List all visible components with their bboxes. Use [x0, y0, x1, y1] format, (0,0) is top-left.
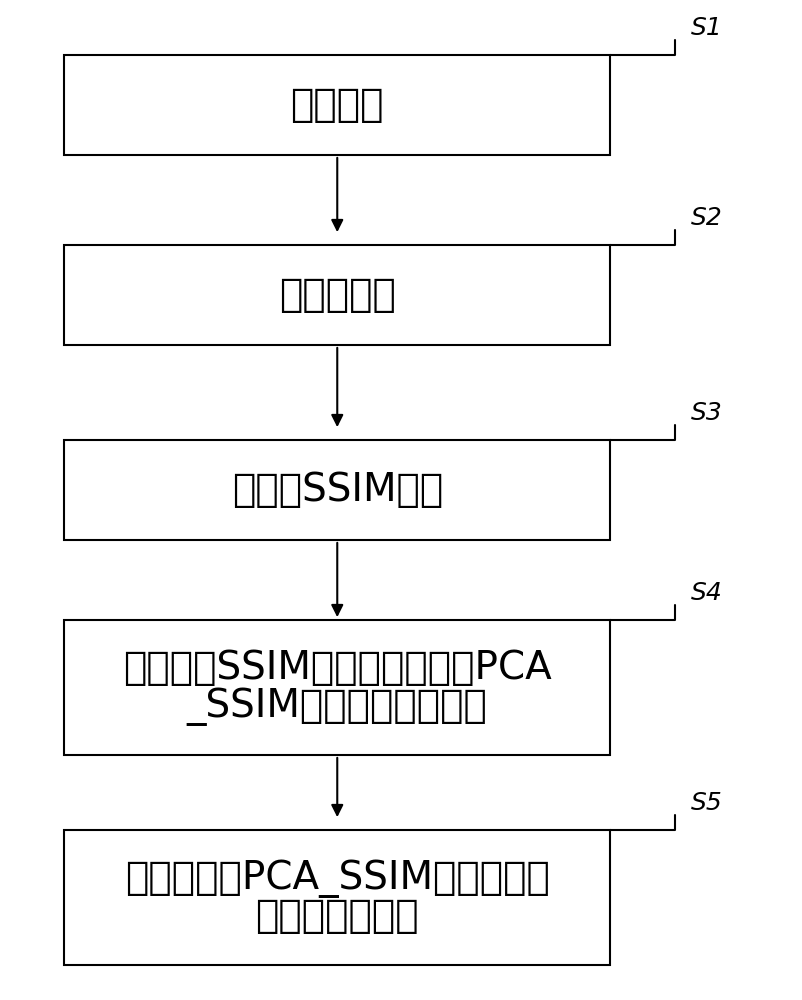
Text: 建立一SSIM模型: 建立一SSIM模型 [231, 471, 443, 509]
Text: 补模型进行评价: 补模型进行评价 [255, 898, 419, 936]
Text: 对所述基于PCA_SSIM的溶解氧插: 对所述基于PCA_SSIM的溶解氧插 [124, 859, 549, 898]
FancyBboxPatch shape [64, 245, 610, 345]
Text: S1: S1 [690, 16, 722, 40]
Text: S5: S5 [690, 791, 722, 815]
Text: 数据获取: 数据获取 [290, 86, 383, 124]
FancyBboxPatch shape [64, 440, 610, 540]
FancyBboxPatch shape [64, 55, 610, 155]
FancyBboxPatch shape [64, 620, 610, 755]
FancyBboxPatch shape [64, 830, 610, 965]
Text: 数据预处理: 数据预处理 [278, 276, 395, 314]
Text: _SSIM的溶解氧插补模型: _SSIM的溶解氧插补模型 [187, 687, 487, 726]
Text: S3: S3 [690, 401, 722, 425]
Text: S4: S4 [690, 581, 722, 605]
Text: 利用所述SSIM模型建立一基于PCA: 利用所述SSIM模型建立一基于PCA [123, 650, 551, 688]
Text: S2: S2 [690, 206, 722, 230]
